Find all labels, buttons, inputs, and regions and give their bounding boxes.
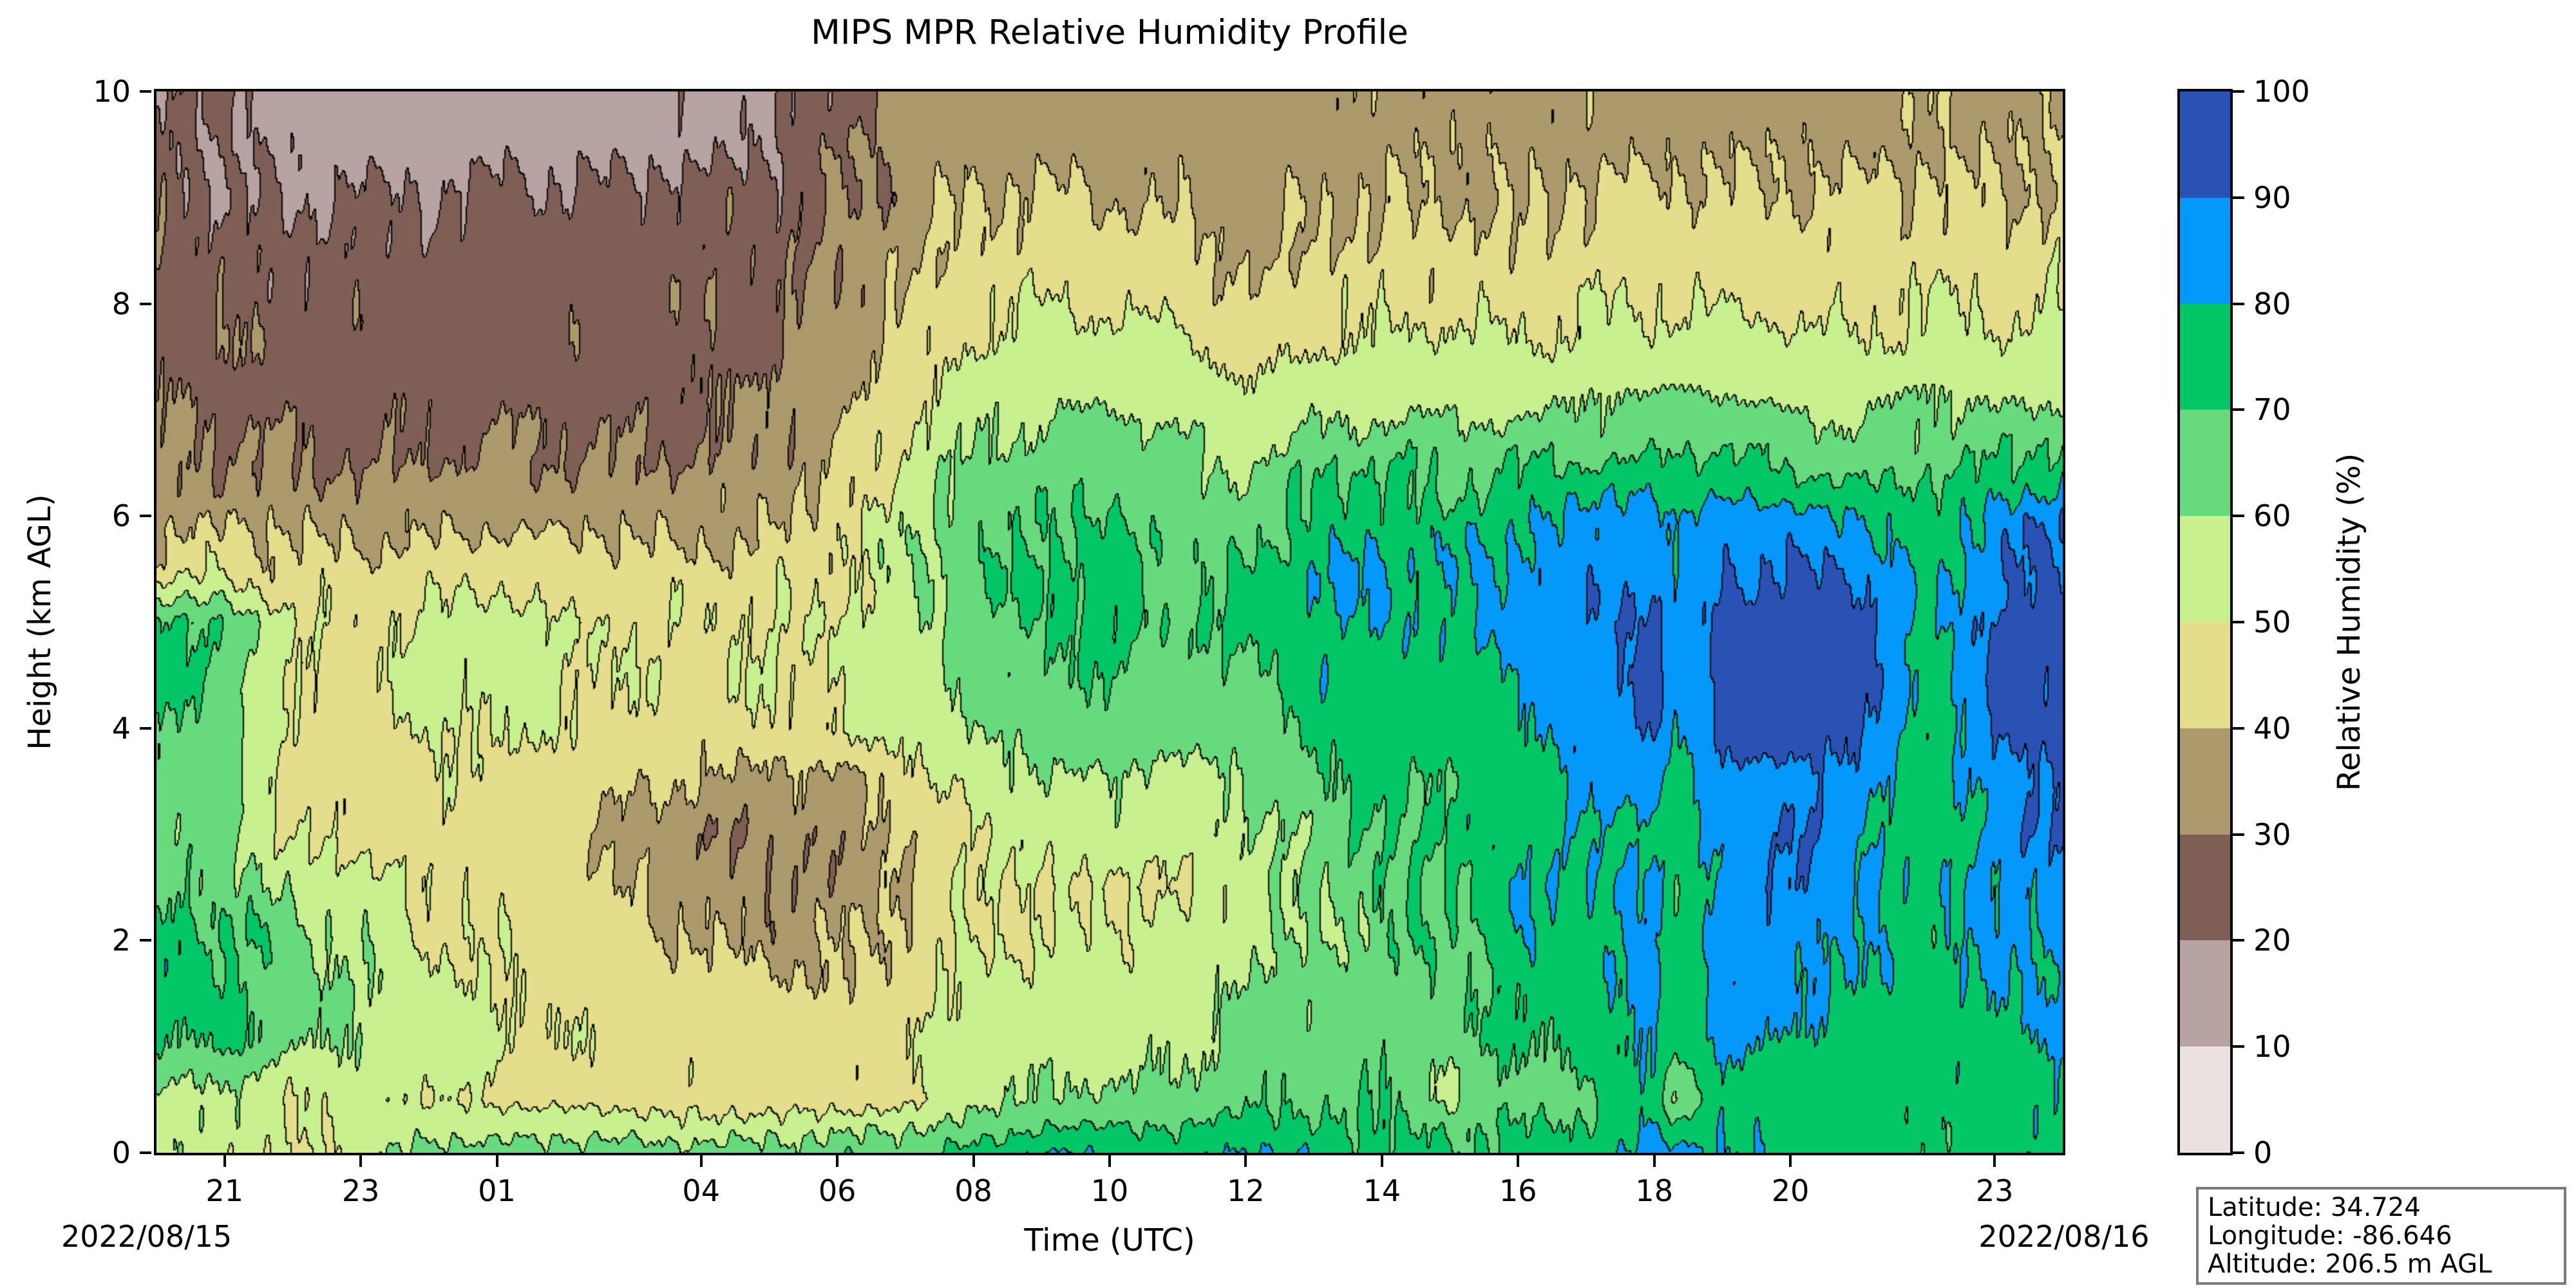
x-tick-label: 23 (341, 1173, 380, 1208)
colorbar-tick-label: 70 (2253, 392, 2291, 428)
y-tick-mark (140, 515, 151, 518)
y-tick-mark (140, 1151, 151, 1154)
colorbar-band (2180, 1046, 2230, 1153)
x-tick-label: 01 (478, 1173, 516, 1208)
x-tick-mark (359, 1155, 363, 1167)
y-tick-label: 2 (111, 923, 131, 958)
x-tick-mark (1517, 1155, 1520, 1167)
colorbar-tick-mark (2233, 939, 2244, 942)
chart-title: MIPS MPR Relative Humidity Profile (811, 13, 1408, 52)
colorbar-tick-mark (2233, 833, 2244, 836)
x-tick-mark (1108, 1155, 1111, 1167)
x-tick-label: 21 (205, 1173, 243, 1208)
contour-canvas (156, 91, 2063, 1153)
colorbar-tick-mark (2233, 726, 2244, 730)
colorbar-label: Relative Humidity (%) (2331, 453, 2367, 791)
x-tick-mark (223, 1155, 226, 1167)
date-annotation-right: 2022/08/16 (1978, 1219, 2150, 1254)
colorbar-tick-label: 50 (2253, 605, 2291, 639)
y-tick-mark (140, 302, 151, 305)
colorbar-band (2180, 197, 2230, 304)
y-tick-mark (140, 90, 151, 93)
colorbar-band (2180, 410, 2230, 516)
x-tick-label: 04 (682, 1173, 720, 1208)
x-tick-label: 20 (1771, 1173, 1810, 1208)
colorbar-tick-label: 100 (2253, 74, 2310, 109)
colorbar-tick-label: 20 (2253, 923, 2291, 958)
colorbar-tick-label: 40 (2253, 710, 2291, 746)
y-tick-label: 4 (111, 710, 131, 746)
colorbar-tick-mark (2233, 196, 2244, 199)
y-tick-mark (140, 726, 151, 730)
station-info-box: Latitude: 34.724 Longitude: -86.646 Alti… (2196, 1187, 2566, 1285)
y-tick-label: 6 (111, 498, 131, 534)
x-tick-mark (836, 1155, 839, 1167)
colorbar-tick-mark (2233, 515, 2244, 518)
x-tick-mark (1380, 1155, 1383, 1167)
colorbar-tick-mark (2233, 1045, 2244, 1048)
colorbar-band (2180, 834, 2230, 941)
x-tick-mark (1789, 1155, 1792, 1167)
colorbar-tick-label: 0 (2253, 1135, 2273, 1170)
y-tick-label: 10 (93, 74, 131, 109)
date-annotation-left: 2022/08/15 (61, 1219, 232, 1254)
colorbar-band (2180, 91, 2230, 198)
x-tick-mark (1244, 1155, 1247, 1167)
x-tick-label: 18 (1635, 1173, 1673, 1208)
colorbar-tick-mark (2233, 408, 2244, 412)
y-tick-label: 8 (111, 286, 131, 321)
altitude-text: Altitude: 206.5 m AGL (2208, 1249, 2492, 1279)
x-tick-mark (1653, 1155, 1656, 1167)
x-tick-label: 12 (1227, 1173, 1265, 1208)
colorbar-tick-mark (2233, 621, 2244, 623)
colorbar-band (2180, 940, 2230, 1047)
colorbar-tick-label: 80 (2253, 286, 2291, 321)
y-tick-label: 0 (111, 1135, 131, 1170)
latitude-text: Latitude: 34.724 (2208, 1193, 2421, 1222)
x-tick-label: 08 (954, 1173, 992, 1208)
longitude-text: Longitude: -86.646 (2208, 1221, 2452, 1251)
y-tick-mark (140, 939, 151, 942)
x-axis-label: Time (UTC) (1024, 1222, 1195, 1258)
plot-area (154, 89, 2065, 1155)
colorbar-tick-mark (2233, 1151, 2244, 1154)
colorbar-tick-label: 10 (2253, 1029, 2291, 1065)
colorbar-tick-mark (2233, 302, 2244, 305)
colorbar-tick-label: 90 (2253, 180, 2291, 215)
colorbar-band (2180, 621, 2230, 728)
colorbar-band (2180, 516, 2230, 622)
colorbar-tick-mark (2233, 90, 2244, 93)
colorbar-tick-label: 60 (2253, 498, 2291, 534)
x-tick-mark (972, 1155, 975, 1167)
x-tick-label: 14 (1363, 1173, 1401, 1208)
x-tick-label: 06 (818, 1173, 857, 1208)
x-tick-label: 10 (1090, 1173, 1129, 1208)
x-tick-label: 23 (1976, 1173, 2014, 1208)
x-tick-mark (699, 1155, 703, 1167)
x-tick-label: 16 (1499, 1173, 1537, 1208)
colorbar-band (2180, 728, 2230, 835)
x-tick-mark (495, 1155, 498, 1167)
colorbar-band (2180, 303, 2230, 410)
colorbar (2177, 89, 2233, 1155)
colorbar-tick-label: 30 (2253, 817, 2291, 852)
y-axis-label: Height (km AGL) (22, 494, 58, 750)
x-tick-mark (1993, 1155, 1996, 1167)
